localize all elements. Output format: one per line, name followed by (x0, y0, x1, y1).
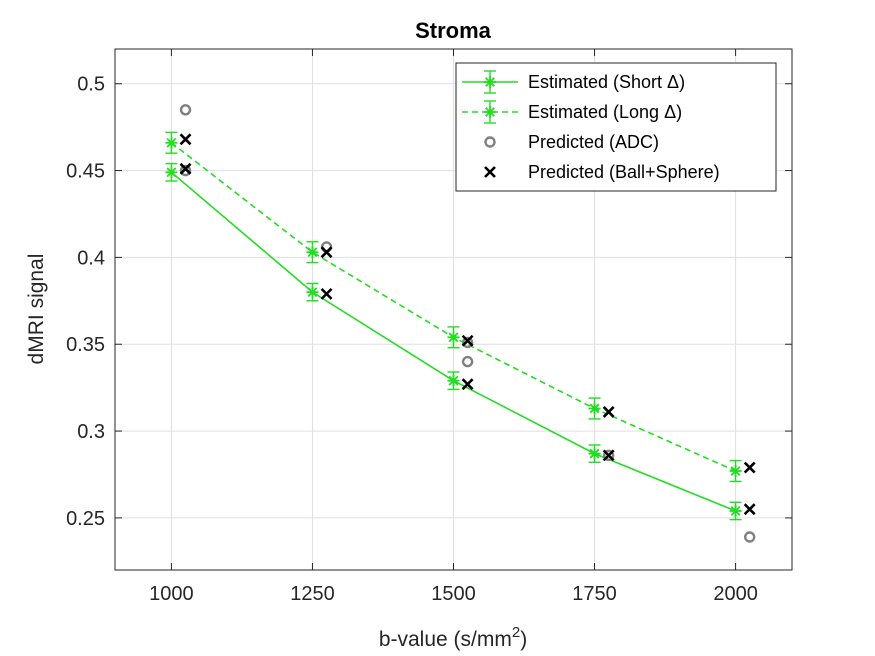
x-axis-label-main: b-value (s/mm (379, 628, 512, 651)
x-axis-label-superscript: 2 (512, 624, 520, 641)
y-tick-label: 0.3 (77, 421, 105, 443)
data-point (729, 501, 742, 521)
legend-entry: Predicted (Ball+Sphere) (484, 162, 720, 182)
data-point (447, 326, 460, 349)
data-point (743, 503, 756, 516)
series-1 (165, 131, 742, 483)
legend-label: Predicted (ADC) (528, 132, 659, 152)
circle-marker (179, 164, 192, 177)
star-marker-stroke (730, 466, 741, 476)
data-point (179, 104, 192, 116)
x-axis-label: b-value (s/mm2) (379, 624, 527, 651)
data-point (179, 162, 192, 175)
x-marker-stroke (320, 287, 333, 300)
data-point (306, 241, 319, 264)
star-marker-stroke (307, 247, 318, 258)
data-point (306, 282, 319, 302)
x-tick-label: 1750 (572, 583, 617, 605)
legend-label: Estimated (Long Δ) (528, 102, 682, 122)
x-tick-label: 1000 (149, 583, 194, 605)
legend: Estimated (Short Δ) Estimated (Long Δ) Pre… (455, 62, 777, 192)
data-point (179, 164, 192, 177)
data-point (743, 531, 756, 543)
data-layer (165, 104, 756, 543)
data-point (729, 459, 742, 483)
y-tick-label: 0.5 (77, 74, 105, 96)
x-marker-stroke (461, 378, 474, 391)
y-axis-label: dMRI signal (25, 254, 48, 365)
star-marker-stroke (485, 107, 495, 117)
legend-label: Estimated (Short Δ) (528, 72, 685, 92)
series-0 (165, 162, 742, 521)
x-tick-label: 1250 (290, 583, 335, 605)
data-point (461, 334, 474, 347)
data-point (461, 336, 474, 349)
star-marker-stroke (485, 77, 495, 87)
data-point (602, 449, 615, 462)
x-marker-stroke (743, 461, 756, 474)
x-marker-stroke (602, 449, 615, 462)
data-point (165, 131, 178, 154)
legend-entry: Estimated (Long Δ) (462, 100, 682, 124)
data-point (165, 162, 178, 182)
data-point (602, 406, 615, 418)
y-tick-label: 0.4 (77, 247, 105, 269)
star-marker-stroke (589, 403, 600, 414)
data-point (588, 444, 601, 464)
x-tick-label: 2000 (713, 583, 758, 605)
legend-box (455, 62, 777, 192)
axes: 1000 1250 1500 1750 2000 0.25 0.3 0.35 0.4 0.45 0.… (66, 49, 792, 605)
circle-marker (743, 531, 756, 543)
star-marker-stroke (307, 287, 318, 298)
circle-marker (179, 104, 192, 116)
data-point (461, 378, 474, 391)
data-point (743, 461, 756, 474)
circle-marker (602, 449, 615, 462)
data-point (320, 287, 333, 300)
x-marker-stroke (743, 503, 756, 516)
y-tick-label: 0.35 (66, 334, 105, 356)
legend-entry: Estimated (Short Δ) (462, 70, 685, 94)
legend-entry: Predicted (ADC) (484, 132, 659, 152)
data-point (320, 246, 333, 259)
x-marker-stroke (484, 166, 496, 178)
x-marker-stroke (179, 133, 192, 146)
x-axis-label-suffix: ) (520, 628, 527, 651)
x-marker-stroke (179, 162, 192, 175)
circle-marker (461, 336, 474, 349)
star-marker-stroke (166, 167, 177, 178)
x-tick-label: 1500 (431, 583, 476, 605)
x-marker-stroke (320, 246, 333, 259)
data-point (447, 371, 460, 391)
star-marker-stroke (589, 448, 600, 459)
circle-marker (461, 355, 474, 368)
data-point (461, 355, 474, 368)
y-tick-label: 0.25 (66, 508, 105, 530)
star-marker-stroke (166, 137, 177, 148)
circle-marker (484, 136, 496, 148)
legend-label: Predicted (Ball+Sphere) (528, 162, 720, 182)
data-point (179, 133, 192, 146)
data-point (602, 449, 615, 462)
data-point (588, 397, 601, 420)
chart-title: Stroma (415, 18, 492, 43)
series-3 (179, 133, 756, 516)
x-marker-stroke (602, 406, 615, 418)
star-marker-stroke (448, 375, 459, 386)
x-marker-stroke (461, 334, 474, 347)
star-marker-stroke (448, 332, 459, 343)
y-tick-label: 0.45 (66, 161, 105, 183)
star-marker-stroke (730, 506, 741, 516)
